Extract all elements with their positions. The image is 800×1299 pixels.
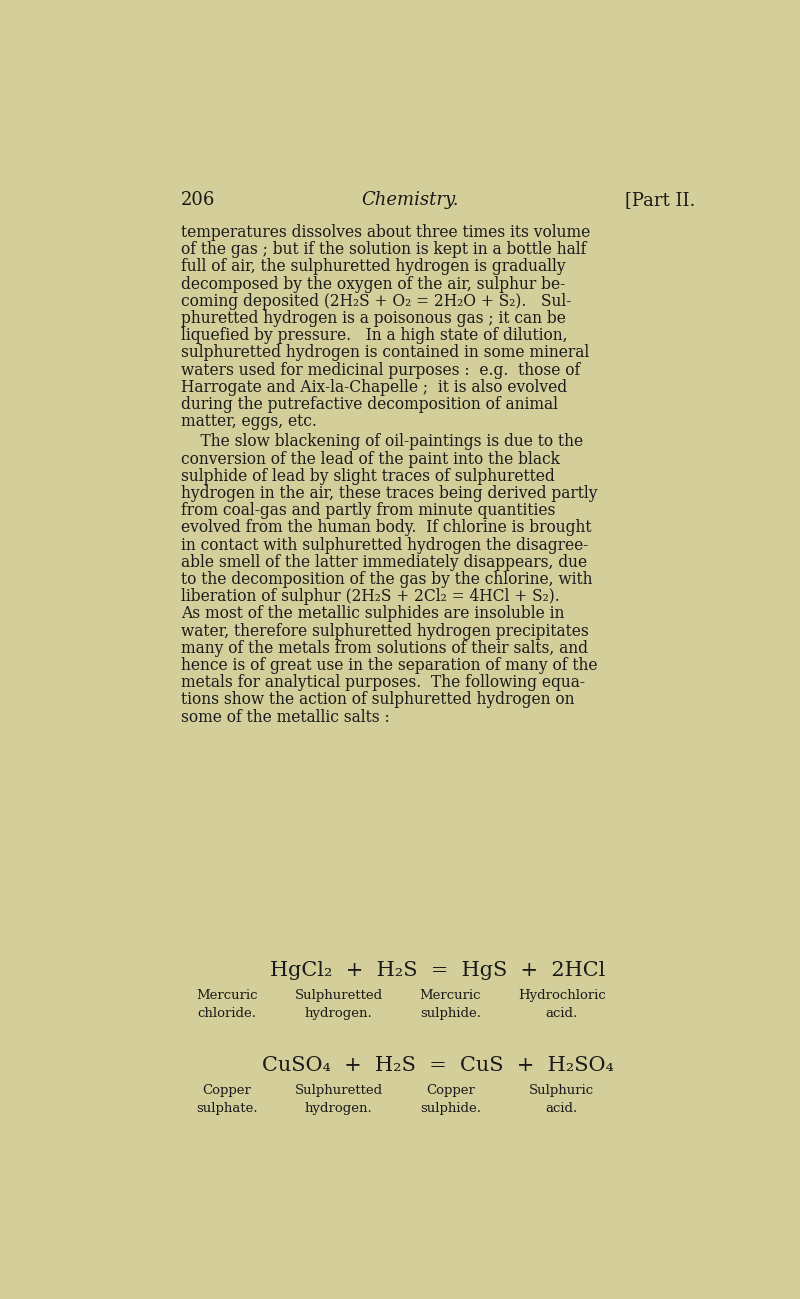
Text: sulphuretted hydrogen is contained in some mineral: sulphuretted hydrogen is contained in so… bbox=[181, 344, 589, 361]
Text: Copper
sulphate.: Copper sulphate. bbox=[196, 1085, 258, 1115]
Text: Chemistry.: Chemistry. bbox=[362, 191, 458, 209]
Text: Sulphuretted
hydrogen.: Sulphuretted hydrogen. bbox=[294, 989, 382, 1020]
Text: some of the metallic salts :: some of the metallic salts : bbox=[181, 709, 390, 726]
Text: Sulphuretted
hydrogen.: Sulphuretted hydrogen. bbox=[294, 1085, 382, 1115]
Text: of the gas ; but if the solution is kept in a bottle half: of the gas ; but if the solution is kept… bbox=[181, 242, 586, 259]
Text: matter, eggs, etc.: matter, eggs, etc. bbox=[181, 413, 317, 430]
Text: full of air, the sulphuretted hydrogen is gradually: full of air, the sulphuretted hydrogen i… bbox=[181, 259, 566, 275]
Text: liberation of sulphur (2H₂S + 2Cl₂ = 4HCl + S₂).: liberation of sulphur (2H₂S + 2Cl₂ = 4HC… bbox=[181, 588, 559, 605]
Text: during the putrefactive decomposition of animal: during the putrefactive decomposition of… bbox=[181, 396, 558, 413]
Text: tions show the action of sulphuretted hydrogen on: tions show the action of sulphuretted hy… bbox=[181, 691, 574, 708]
Text: The slow blackening of oil-paintings is due to the: The slow blackening of oil-paintings is … bbox=[181, 434, 582, 451]
Text: Mercuric
sulphide.: Mercuric sulphide. bbox=[419, 989, 481, 1020]
Text: Hydrochloric
acid.: Hydrochloric acid. bbox=[518, 989, 606, 1020]
Text: water, therefore sulphuretted hydrogen precipitates: water, therefore sulphuretted hydrogen p… bbox=[181, 622, 588, 639]
Text: 206: 206 bbox=[181, 191, 215, 209]
Text: CuSO₄  +  H₂S  =  CuS  +  H₂SO₄: CuSO₄ + H₂S = CuS + H₂SO₄ bbox=[262, 1056, 614, 1076]
Text: decomposed by the oxygen of the air, sulphur be-: decomposed by the oxygen of the air, sul… bbox=[181, 275, 565, 292]
Text: evolved from the human body.  If chlorine is brought: evolved from the human body. If chlorine… bbox=[181, 520, 591, 536]
Text: Mercuric
chloride.: Mercuric chloride. bbox=[196, 989, 258, 1020]
Text: coming deposited (2H₂S + O₂ = 2H₂O + S₂).   Sul-: coming deposited (2H₂S + O₂ = 2H₂O + S₂)… bbox=[181, 292, 571, 309]
Text: hence is of great use in the separation of many of the: hence is of great use in the separation … bbox=[181, 657, 597, 674]
Text: hydrogen in the air, these traces being derived partly: hydrogen in the air, these traces being … bbox=[181, 485, 597, 501]
Text: phuretted hydrogen is a poisonous gas ; it can be: phuretted hydrogen is a poisonous gas ; … bbox=[181, 310, 566, 327]
Text: to the decomposition of the gas by the chlorine, with: to the decomposition of the gas by the c… bbox=[181, 572, 592, 588]
Text: metals for analytical purposes.  The following equa-: metals for analytical purposes. The foll… bbox=[181, 674, 585, 691]
Text: waters used for medicinal purposes :  e.g.  those of: waters used for medicinal purposes : e.g… bbox=[181, 361, 580, 378]
Text: conversion of the lead of the paint into the black: conversion of the lead of the paint into… bbox=[181, 451, 560, 468]
Text: As most of the metallic sulphides are insoluble in: As most of the metallic sulphides are in… bbox=[181, 605, 564, 622]
Text: many of the metals from solutions of their salts, and: many of the metals from solutions of the… bbox=[181, 640, 587, 657]
Text: from coal-gas and partly from minute quantities: from coal-gas and partly from minute qua… bbox=[181, 503, 555, 520]
Text: Sulphuric
acid.: Sulphuric acid. bbox=[530, 1085, 594, 1115]
Text: in contact with sulphuretted hydrogen the disagree-: in contact with sulphuretted hydrogen th… bbox=[181, 536, 588, 553]
Text: temperatures dissolves about three times its volume: temperatures dissolves about three times… bbox=[181, 223, 590, 240]
Text: Harrogate and Aix-la-Chapelle ;  it is also evolved: Harrogate and Aix-la-Chapelle ; it is al… bbox=[181, 379, 566, 396]
Text: liquefied by pressure.   In a high state of dilution,: liquefied by pressure. In a high state o… bbox=[181, 327, 567, 344]
Text: HgCl₂  +  H₂S  =  HgS  +  2HCl: HgCl₂ + H₂S = HgS + 2HCl bbox=[270, 961, 606, 979]
Text: able smell of the latter immediately disappears, due: able smell of the latter immediately dis… bbox=[181, 553, 586, 570]
Text: Copper
sulphide.: Copper sulphide. bbox=[420, 1085, 481, 1115]
Text: [Part II.: [Part II. bbox=[625, 191, 695, 209]
Text: sulphide of lead by slight traces of sulphuretted: sulphide of lead by slight traces of sul… bbox=[181, 468, 554, 485]
